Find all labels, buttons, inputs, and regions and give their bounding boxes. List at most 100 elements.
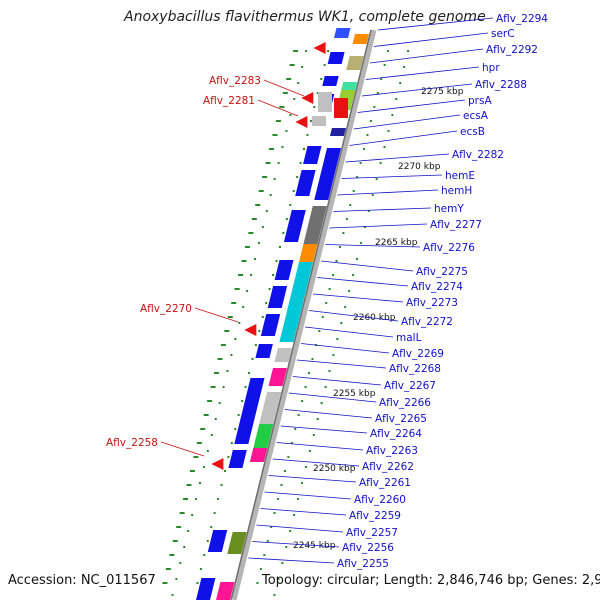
gene-label[interactable]: Aflv_2263: [366, 445, 418, 457]
leader-line: [337, 189, 439, 196]
gene-label[interactable]: Aflv_2266: [379, 397, 431, 409]
leader-line: [345, 153, 450, 163]
tick-mark: [380, 78, 383, 80]
leader-line: [309, 310, 399, 322]
gene-label[interactable]: Aflv_2267: [384, 380, 436, 392]
gene-label[interactable]: Aflv_2255: [337, 558, 389, 570]
tick-mark: [332, 354, 335, 356]
tick-mark: [285, 218, 288, 220]
gene-block: [252, 424, 274, 450]
gene-label[interactable]: Aflv_2260: [354, 494, 406, 506]
gene-block: [240, 396, 261, 420]
tick-mark: [391, 114, 394, 116]
tick-mark: [320, 78, 323, 80]
tick-mark: [231, 302, 237, 304]
leader-line: [252, 541, 340, 548]
gene-label[interactable]: Aflv_2273: [406, 297, 458, 309]
tick-mark: [162, 582, 168, 584]
tick-mark: [242, 306, 245, 308]
tick-mark: [179, 562, 182, 564]
kbp-label: 2265 kbp: [375, 238, 418, 248]
gene-label[interactable]: Aflv_2256: [342, 542, 394, 554]
tick-mark: [222, 386, 225, 388]
tick-mark: [227, 316, 233, 318]
gene-label[interactable]: hemY: [434, 203, 464, 215]
genome-backbone: [231, 29, 377, 600]
tick-mark: [395, 98, 398, 100]
leader-line: [349, 130, 458, 146]
gene-label[interactable]: Aflv_2270: [140, 303, 192, 315]
gene-block: [260, 314, 281, 336]
tick-mark: [202, 466, 205, 468]
leader-line: [194, 307, 239, 323]
gene-label[interactable]: prsA: [468, 95, 492, 107]
tick-mark: [376, 92, 379, 94]
tick-mark: [265, 162, 271, 164]
tick-mark: [294, 428, 297, 430]
gene-label[interactable]: Aflv_2268: [389, 363, 441, 375]
gene-label[interactable]: ecsA: [463, 110, 489, 122]
reverse-gene-block: [334, 98, 348, 118]
gene-block: [274, 348, 292, 362]
gene-label[interactable]: serC: [491, 28, 515, 40]
gene-block: [255, 344, 273, 358]
gene-label[interactable]: ecsB: [460, 126, 485, 138]
gene-label[interactable]: Aflv_2258: [106, 437, 158, 449]
gene-label[interactable]: Aflv_2261: [359, 477, 411, 489]
gene-label[interactable]: Aflv_2262: [362, 461, 414, 473]
tick-mark: [304, 466, 307, 468]
tick-mark: [282, 92, 288, 94]
gene-label[interactable]: Aflv_2282: [452, 149, 504, 161]
leader-line: [256, 524, 344, 533]
tick-mark: [369, 120, 372, 122]
leader-line: [369, 48, 484, 64]
tick-mark: [297, 414, 300, 416]
gene-label[interactable]: Aflv_2274: [411, 281, 463, 293]
gene-block: [249, 448, 268, 462]
tick-mark: [255, 204, 261, 206]
gene-label[interactable]: Aflv_2257: [346, 527, 398, 539]
tick-mark: [281, 146, 284, 148]
tick-mark: [251, 358, 254, 360]
tick-mark: [348, 290, 351, 292]
genome-stats-text: Topology: circular; Length: 2,846,746 bp…: [262, 573, 600, 588]
gene-label[interactable]: Aflv_2269: [392, 348, 444, 360]
tick-mark: [277, 578, 280, 580]
gene-label[interactable]: hemH: [441, 185, 472, 197]
tick-mark: [258, 190, 264, 192]
tick-mark: [258, 330, 261, 332]
map-title: Anoxybacillus flavithermus WK1, complete…: [124, 9, 486, 25]
tick-mark: [256, 582, 259, 584]
gene-label[interactable]: Aflv_2277: [430, 219, 482, 231]
gene-label[interactable]: hpr: [482, 62, 500, 74]
tick-mark: [214, 418, 217, 420]
gene-label[interactable]: Aflv_2265: [375, 413, 427, 425]
leader-line: [160, 441, 205, 457]
gene-label[interactable]: Aflv_2259: [349, 510, 401, 522]
gene-label[interactable]: Aflv_2272: [401, 316, 453, 328]
gene-label[interactable]: Aflv_2264: [370, 428, 422, 440]
gene-label[interactable]: hemE: [445, 170, 475, 182]
gene-label[interactable]: Aflv_2294: [496, 13, 548, 25]
tick-mark: [187, 530, 190, 532]
gene-label[interactable]: Aflv_2276: [423, 242, 475, 254]
tick-mark: [210, 386, 216, 388]
gene-label[interactable]: Aflv_2275: [416, 266, 468, 278]
tick-mark: [263, 554, 266, 556]
gene-block: [314, 148, 342, 200]
kbp-label: 2270 kbp: [398, 162, 441, 172]
tick-mark: [223, 470, 226, 472]
gene-label[interactable]: Aflv_2292: [486, 44, 538, 56]
gene-label[interactable]: Aflv_2288: [475, 79, 527, 91]
leader-line: [257, 99, 299, 117]
tick-mark: [316, 418, 319, 420]
tick-mark: [349, 204, 352, 206]
gene-label[interactable]: Aflv_2281: [203, 95, 255, 107]
tick-mark: [269, 148, 275, 150]
gene-label[interactable]: Aflv_2283: [209, 75, 261, 87]
tick-mark: [270, 526, 273, 528]
gene-block: [279, 262, 314, 342]
gene-label[interactable]: malL: [396, 332, 422, 344]
tick-mark: [352, 190, 355, 192]
tick-mark: [293, 514, 296, 516]
